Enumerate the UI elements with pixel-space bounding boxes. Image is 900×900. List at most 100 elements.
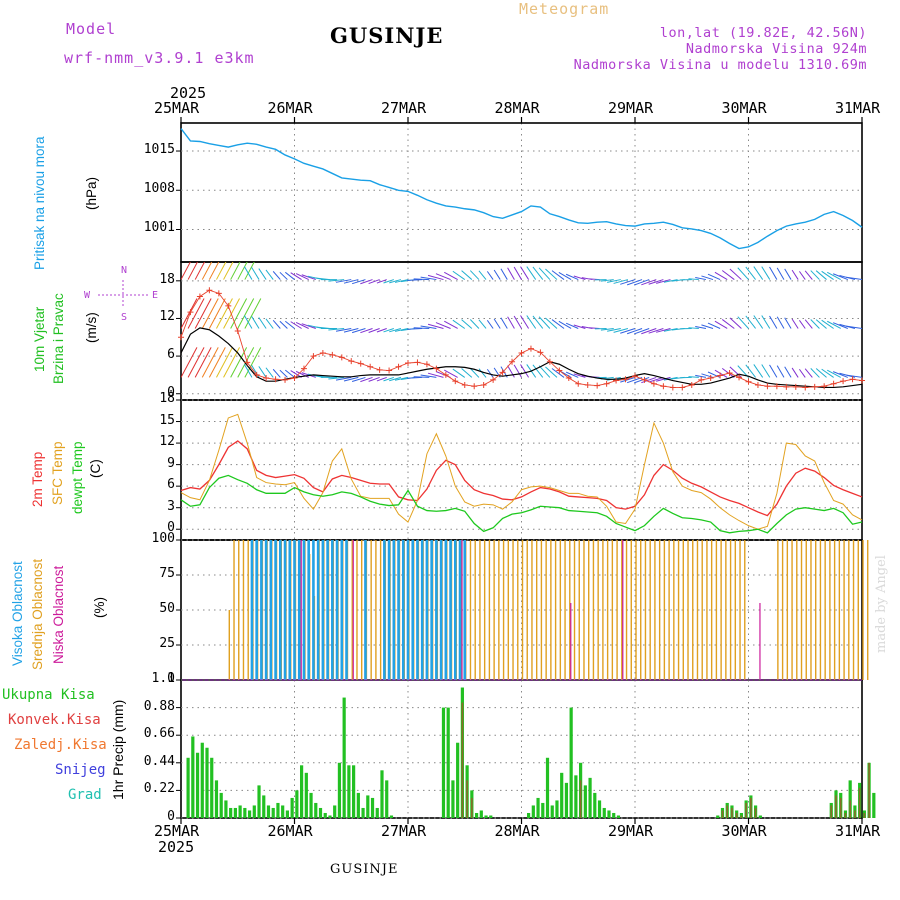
gust-marker xyxy=(396,364,402,370)
wind-barb xyxy=(470,319,479,328)
gust-marker xyxy=(812,384,818,390)
cloud-high-label: Visoka Oblacnost xyxy=(10,561,25,666)
wind-barbs xyxy=(181,250,862,383)
wind-barb xyxy=(414,279,430,280)
date-tick-label: 30MAR xyxy=(722,822,767,840)
wind-barb xyxy=(479,320,486,329)
precip-convective-bar xyxy=(726,805,728,818)
gust-marker xyxy=(594,383,600,389)
temp-sfc-label: SFC Temp xyxy=(50,441,65,505)
ytick-label: 9 xyxy=(131,456,175,471)
wind-barb xyxy=(545,318,557,329)
precip-total-bar xyxy=(456,743,459,818)
wind-barb xyxy=(202,298,218,328)
wind-barb xyxy=(785,269,791,280)
precip-total-bar xyxy=(551,805,554,818)
wind-barb xyxy=(188,250,204,280)
precip-total-bar xyxy=(484,815,487,818)
wind-barb xyxy=(514,365,521,378)
precip-total-bar xyxy=(328,815,331,818)
wind-barb xyxy=(195,347,211,377)
precip-total-bar xyxy=(338,763,341,818)
wind-barb xyxy=(209,347,225,377)
altitude-label: Nadmorska Visina 924m xyxy=(686,41,867,57)
gust-marker xyxy=(660,383,666,389)
precip-total-bar xyxy=(617,815,620,818)
precip-convective-bar xyxy=(840,798,842,818)
precip-total-bar xyxy=(210,758,213,818)
precip-total-bar xyxy=(333,805,336,818)
wind-barb xyxy=(266,270,273,280)
wind-barb xyxy=(216,298,232,328)
wind-barb xyxy=(552,271,564,280)
precip-total-bar xyxy=(220,793,223,818)
wind-barb xyxy=(620,280,635,285)
legend-total-rain: Ukupna Kisa xyxy=(2,687,95,703)
date-tick-label: 28MAR xyxy=(495,99,540,117)
gust-marker xyxy=(764,383,770,389)
precip-total-bar xyxy=(305,773,308,818)
temperature-frame xyxy=(181,400,862,540)
precip-convective-bar xyxy=(731,808,733,818)
wind-barb xyxy=(514,267,521,280)
wind-barb xyxy=(770,267,777,280)
compass-n: N xyxy=(121,265,127,276)
wind-barb xyxy=(552,320,564,329)
precip-total-bar xyxy=(357,793,360,818)
gust-marker xyxy=(821,383,827,389)
wind-barb xyxy=(762,364,770,377)
precip-total-bar xyxy=(291,798,294,818)
cloud-unit: (%) xyxy=(92,597,107,618)
precip-convective-bar xyxy=(854,810,856,818)
wind-barb xyxy=(245,250,261,280)
wind-barb xyxy=(620,328,635,333)
compass-e: E xyxy=(152,290,158,301)
wind-barb xyxy=(181,250,197,280)
lonlat-label: lon,lat (19.82E, 42.56N) xyxy=(660,25,867,41)
precip-total-bar xyxy=(376,808,379,818)
precip-total-bar xyxy=(371,798,374,818)
wind-barb xyxy=(521,364,529,377)
precip-convective-bar xyxy=(868,763,870,818)
precip-total-bar xyxy=(196,753,199,818)
wind-barb xyxy=(266,368,273,378)
precip-total-bar xyxy=(191,736,194,818)
precip-total-bar xyxy=(574,775,577,818)
wind-barb xyxy=(805,271,812,280)
date-tick-label: 31MAR xyxy=(835,822,880,840)
wind-barb xyxy=(479,271,486,280)
wind-barb xyxy=(770,316,777,329)
gust-marker xyxy=(443,372,449,378)
wind-label-2: Brzina i Pravac xyxy=(51,293,66,384)
wind-barb xyxy=(777,366,784,378)
ytick-label: 25 xyxy=(131,636,175,651)
wind-barb xyxy=(407,328,422,329)
precip-total-bar xyxy=(272,808,275,818)
date-tick-label: 28MAR xyxy=(495,822,540,840)
wind-barb xyxy=(273,271,280,279)
ytick-label: 15 xyxy=(131,413,175,428)
date-tick-label: 31MAR xyxy=(835,99,880,117)
wind-barb xyxy=(188,347,204,377)
temperature-panel xyxy=(181,400,862,540)
precip-total-bar xyxy=(239,805,242,818)
wind-barb xyxy=(785,318,791,329)
wind-barb xyxy=(501,269,507,280)
precip-total-bar xyxy=(286,810,289,818)
precip-total-bar xyxy=(215,780,218,818)
date-tick-label: 29MAR xyxy=(608,822,653,840)
gust-marker xyxy=(471,383,477,389)
wind-barb xyxy=(407,377,422,378)
wind-barb xyxy=(785,367,791,378)
wind-barb xyxy=(754,364,763,377)
precip-total-bar xyxy=(253,805,256,818)
date-tick-label: 25MAR xyxy=(154,99,199,117)
precip-total-bar xyxy=(224,800,227,818)
wind-barb xyxy=(245,298,261,328)
ytick-label: 1001 xyxy=(131,220,175,235)
model-altitude-label: Nadmorska Visina u modelu 1310.69m xyxy=(574,57,867,73)
legend-convective-rain: Konvek.Kisa xyxy=(8,712,101,728)
ytick-label: 18 xyxy=(131,391,175,406)
precip-total-bar xyxy=(527,813,530,818)
legend-hail: Grad xyxy=(68,787,102,803)
